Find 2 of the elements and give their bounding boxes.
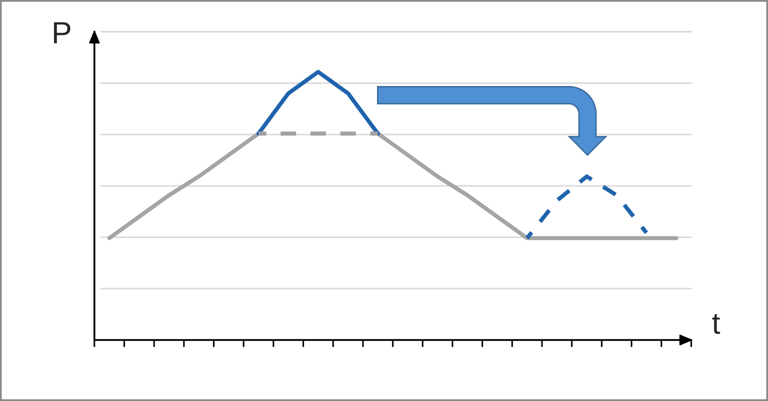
x-axis-title: t — [712, 314, 720, 334]
y-axis-title: P — [54, 22, 70, 44]
